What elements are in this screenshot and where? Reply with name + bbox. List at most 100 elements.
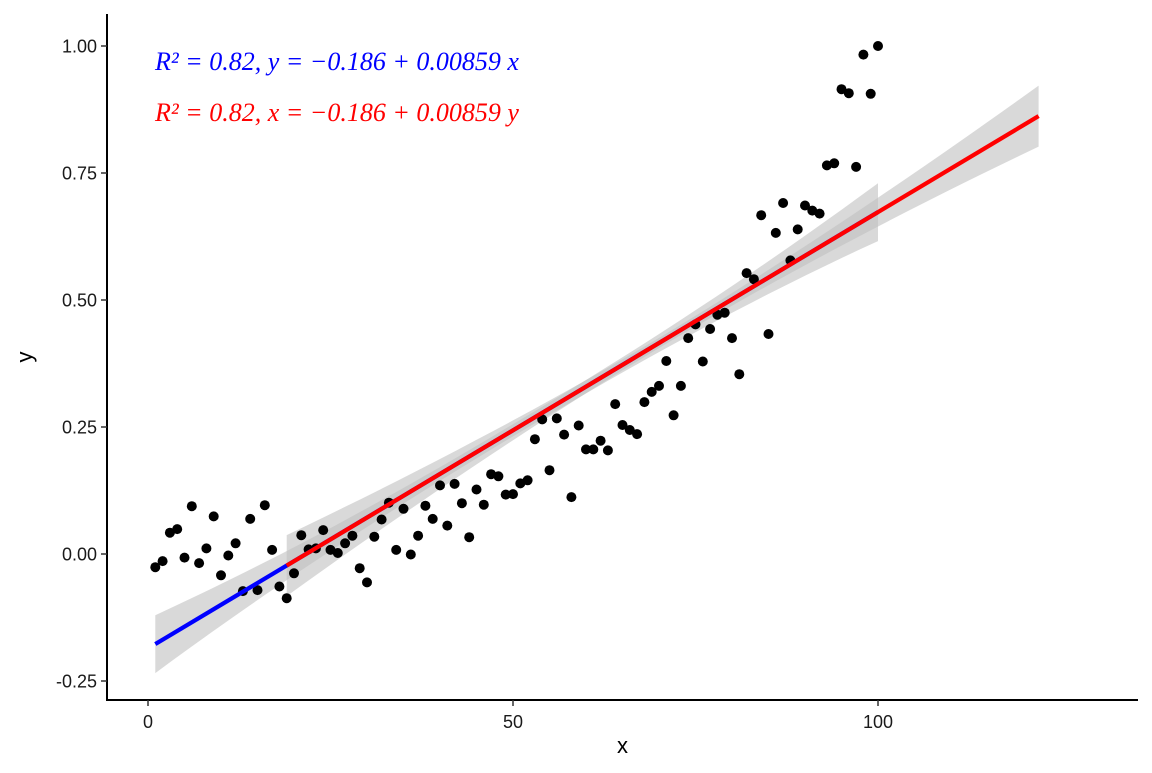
data-point xyxy=(508,489,518,500)
data-point xyxy=(223,550,234,561)
data-point xyxy=(836,84,847,95)
regression-lines xyxy=(154,114,1040,646)
data-point xyxy=(296,530,307,541)
data-point xyxy=(646,386,657,397)
data-point xyxy=(683,333,694,344)
y-tick-label: 0.75 xyxy=(62,164,97,184)
data-point xyxy=(216,570,226,581)
data-point xyxy=(354,563,365,574)
data-point xyxy=(230,538,241,549)
data-point xyxy=(369,531,380,542)
data-point xyxy=(858,49,869,60)
data-point xyxy=(267,544,278,555)
data-point xyxy=(435,480,445,491)
data-point xyxy=(500,489,511,500)
data-point xyxy=(559,429,570,440)
data-point xyxy=(800,200,810,211)
data-point xyxy=(639,397,650,408)
data-point xyxy=(289,568,299,579)
data-point xyxy=(770,227,781,238)
data-point xyxy=(814,208,825,219)
data-point xyxy=(208,511,219,522)
data-point xyxy=(675,380,686,391)
data-point xyxy=(150,562,161,573)
data-point xyxy=(632,429,643,440)
data-point xyxy=(661,356,672,366)
data-point xyxy=(347,530,358,541)
data-point xyxy=(318,525,329,536)
data-point xyxy=(172,524,183,535)
axes: -0.25 0.00 0.25 0.50 0.75 1.00 0 50 100 xyxy=(56,14,1138,732)
data-point xyxy=(843,88,854,99)
data-point xyxy=(493,471,504,482)
x-tick-label: 0 xyxy=(143,712,153,732)
data-point xyxy=(420,500,431,511)
data-point xyxy=(551,413,562,424)
data-point xyxy=(179,552,190,563)
data-point xyxy=(362,577,372,588)
y-tick-label: 0.00 xyxy=(62,545,97,565)
x-tick-label: 50 xyxy=(503,712,523,732)
data-point xyxy=(376,514,387,525)
data-point xyxy=(610,399,621,410)
data-point xyxy=(529,434,540,445)
equation-annotations: R² = 0.82, y = −0.186 + 0.00859 x R² = 0.… xyxy=(154,47,519,127)
data-point xyxy=(157,556,168,567)
blue-equation-label: R² = 0.82, y = −0.186 + 0.00859 x xyxy=(154,47,519,76)
red-equation-label: R² = 0.82, x = −0.186 + 0.00859 y xyxy=(154,98,519,127)
data-point xyxy=(719,307,730,318)
data-point xyxy=(705,324,716,334)
data-point xyxy=(792,224,803,235)
data-point xyxy=(829,158,840,169)
data-point xyxy=(654,380,664,391)
data-point xyxy=(763,329,774,339)
data-point xyxy=(274,581,285,592)
data-point xyxy=(252,585,263,596)
x-tick-label: 100 xyxy=(863,712,893,732)
data-point xyxy=(602,445,613,456)
data-point xyxy=(442,520,453,531)
data-point xyxy=(201,543,212,554)
data-point xyxy=(624,425,635,435)
data-point xyxy=(741,268,752,279)
data-point xyxy=(668,410,679,421)
y-tick-label: 0.25 xyxy=(62,418,97,438)
data-point xyxy=(865,88,876,99)
data-point xyxy=(449,478,460,489)
red-regression-line xyxy=(285,114,1040,568)
y-axis-title: y xyxy=(12,352,37,363)
data-point xyxy=(573,420,584,431)
data-point xyxy=(544,465,555,476)
data-point xyxy=(617,420,628,430)
data-point xyxy=(194,558,205,569)
data-point xyxy=(595,435,606,446)
data-points xyxy=(150,41,883,604)
y-tick-label: -0.25 xyxy=(56,672,97,692)
data-point xyxy=(566,492,577,503)
data-point xyxy=(245,513,256,524)
data-point xyxy=(778,198,789,208)
data-point xyxy=(398,503,409,514)
data-point xyxy=(873,41,883,51)
data-point xyxy=(405,549,416,560)
data-point xyxy=(456,498,467,509)
data-point xyxy=(186,501,197,512)
y-tick-label: 1.00 xyxy=(62,37,97,57)
data-point xyxy=(748,274,759,285)
data-point xyxy=(697,356,708,367)
data-point xyxy=(259,500,270,511)
data-point xyxy=(478,499,489,510)
data-point xyxy=(734,369,745,380)
data-point xyxy=(522,475,533,486)
data-point xyxy=(727,333,737,344)
data-point xyxy=(340,538,351,549)
data-point xyxy=(588,444,599,455)
x-axis-title: x xyxy=(617,733,628,758)
data-point xyxy=(332,548,343,558)
data-point xyxy=(413,530,424,541)
data-point xyxy=(537,414,548,425)
data-point xyxy=(756,210,767,221)
data-point xyxy=(391,544,402,555)
data-point xyxy=(281,593,292,604)
